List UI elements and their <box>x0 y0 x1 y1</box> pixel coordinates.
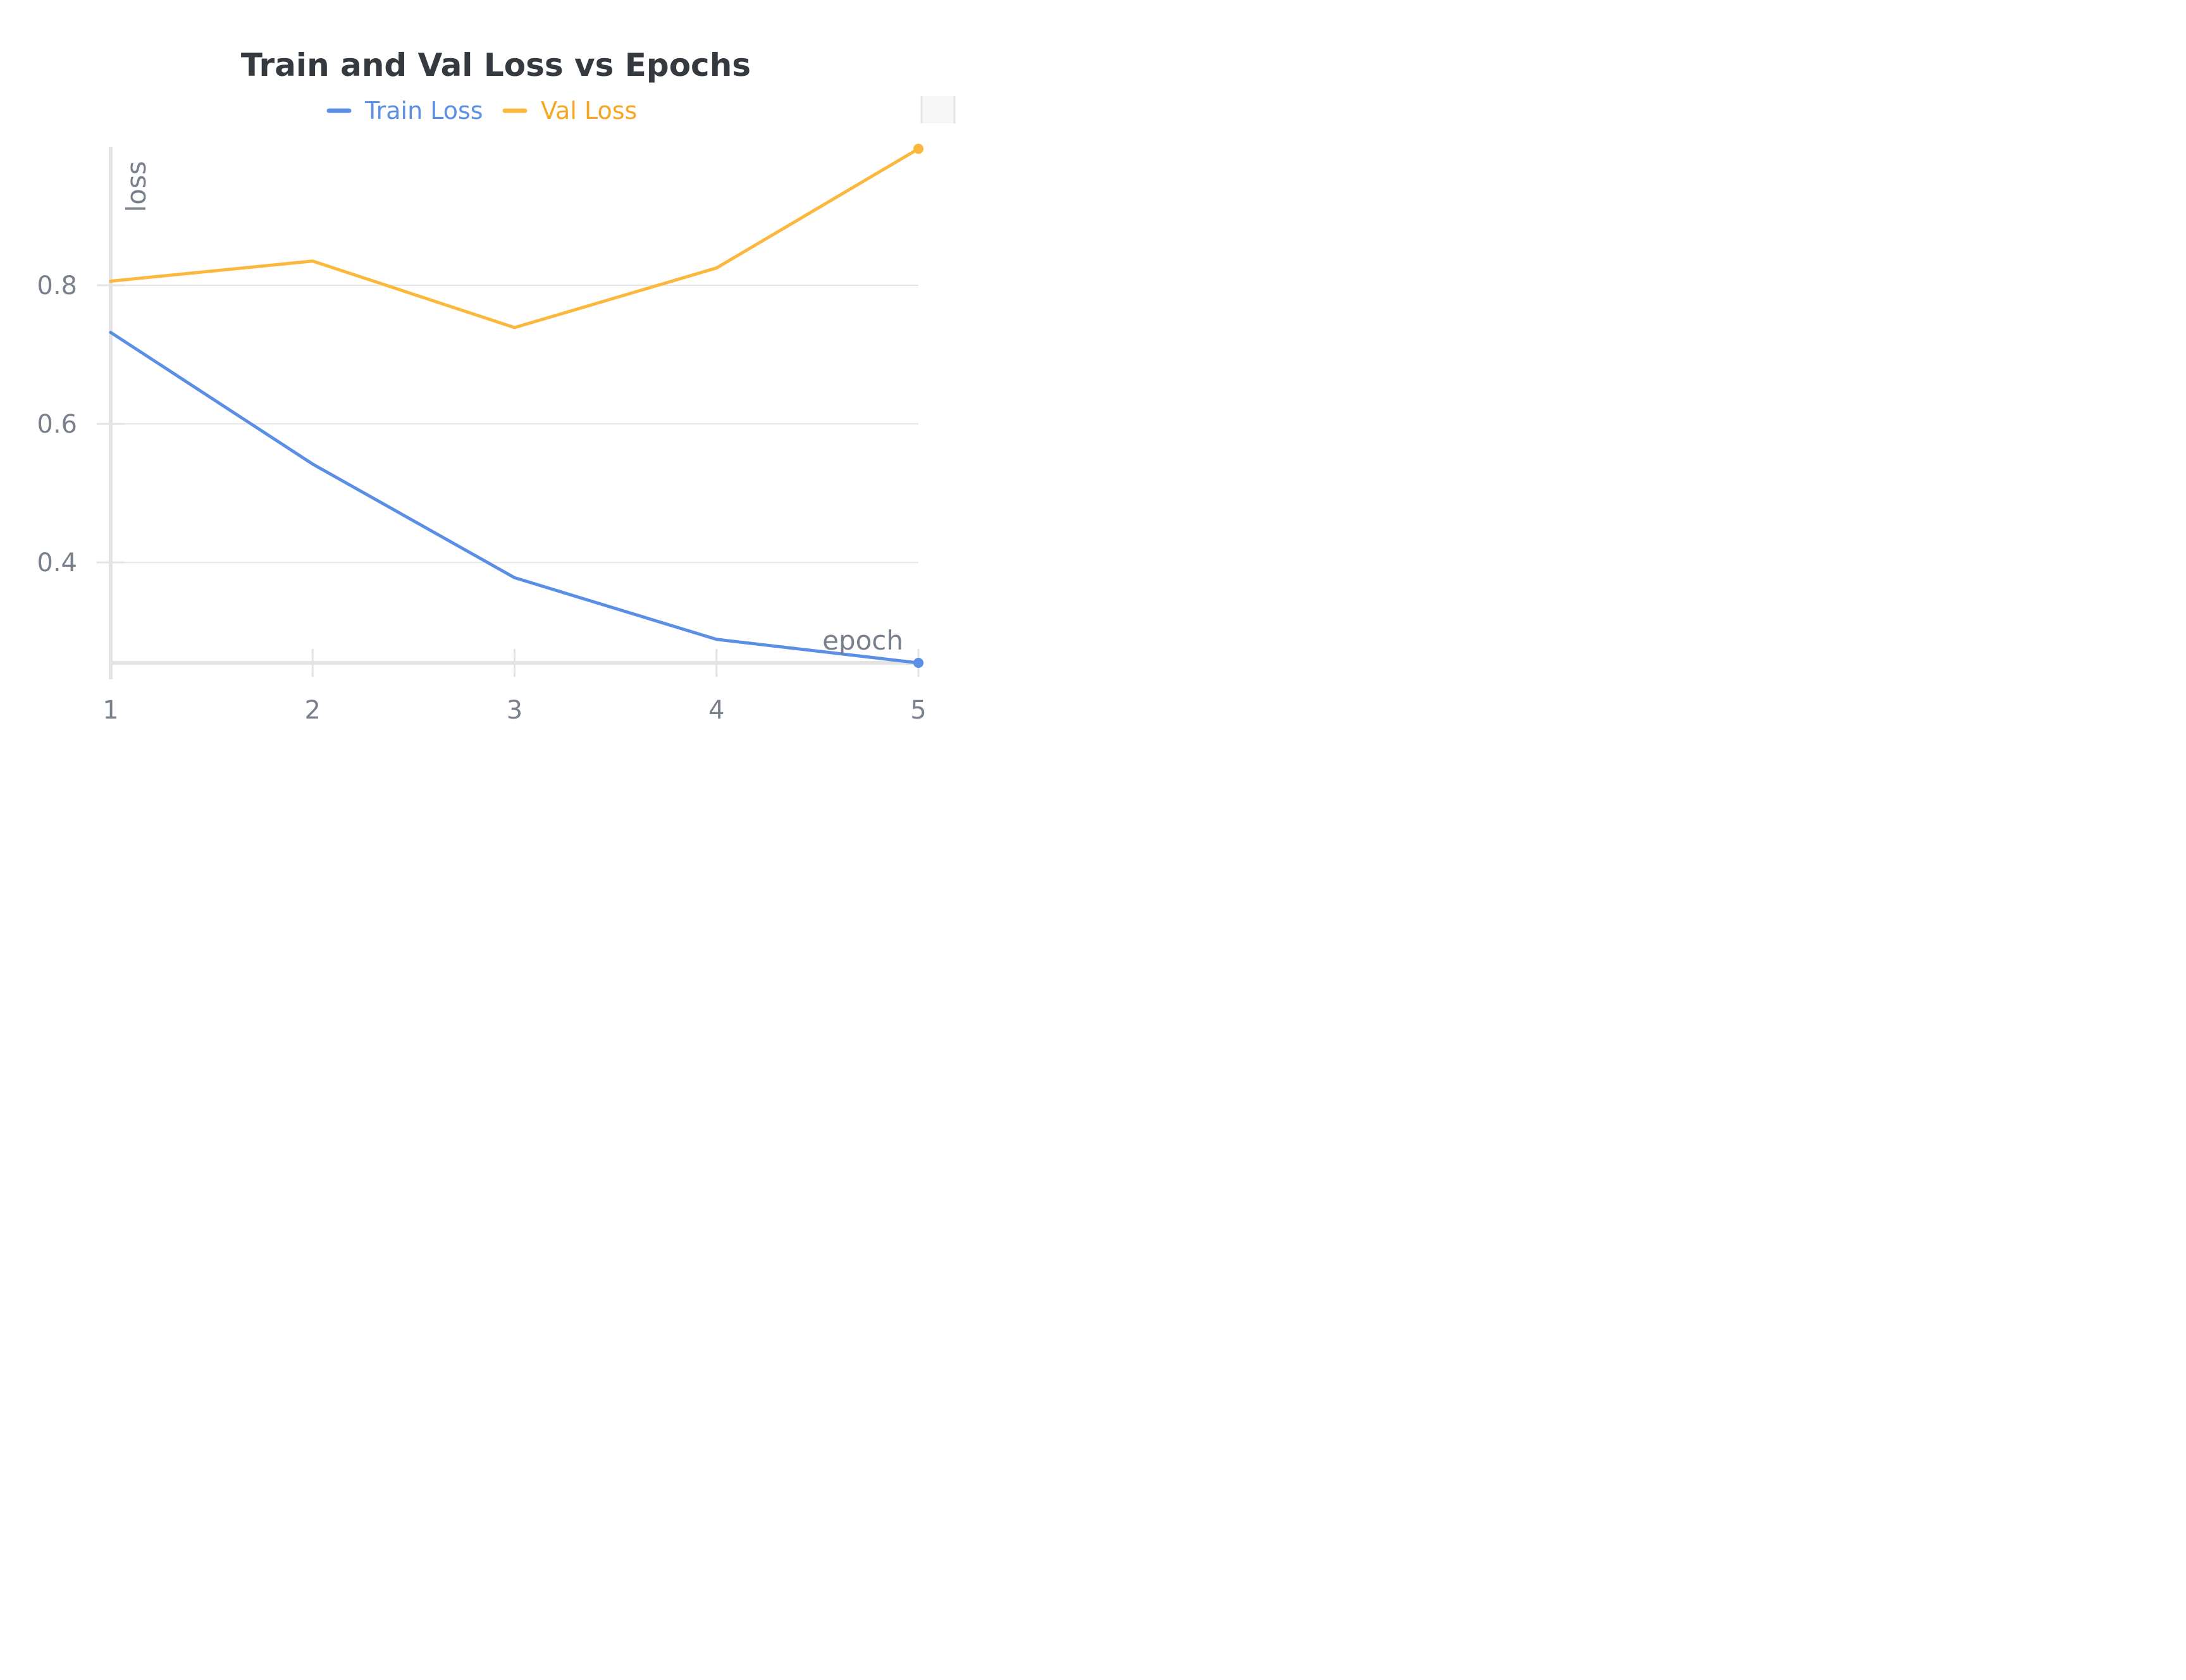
chart-background <box>0 0 992 762</box>
x-tick-label: 3 <box>507 696 522 725</box>
x-tick-label: 1 <box>102 696 118 725</box>
y-tick-label: 0.6 <box>37 410 77 439</box>
train-loss-end-point <box>913 658 923 668</box>
val-loss-line <box>109 147 920 330</box>
x-tick-label: 4 <box>708 696 724 725</box>
y-tick-label: 0.4 <box>37 548 77 578</box>
x-tick-label: 2 <box>305 696 321 725</box>
val-loss-end-point <box>913 144 923 154</box>
legend-label-val-loss[interactable]: Val Loss <box>541 97 637 125</box>
y-axis-ticks: 0.4 0.6 0.8 <box>37 271 125 578</box>
loss-chart: Train and Val Loss vs Epochs Train Loss V… <box>0 0 992 762</box>
y-axis-label: loss <box>121 161 152 212</box>
x-axis-label: epoch <box>822 625 903 656</box>
train-loss-line <box>109 331 920 665</box>
chart-title: Train and Val Loss vs Epochs <box>241 47 751 83</box>
legend: Train Loss Val Loss <box>326 97 637 125</box>
y-tick-label: 0.8 <box>37 271 77 300</box>
chart-toolbar-button[interactable] <box>922 96 954 123</box>
x-axis-ticks: 1 2 3 4 5 <box>102 649 927 725</box>
grid-lines <box>111 285 918 564</box>
series-lines <box>109 144 923 668</box>
x-tick-label: 5 <box>910 696 926 725</box>
legend-label-train-loss[interactable]: Train Loss <box>364 97 483 125</box>
